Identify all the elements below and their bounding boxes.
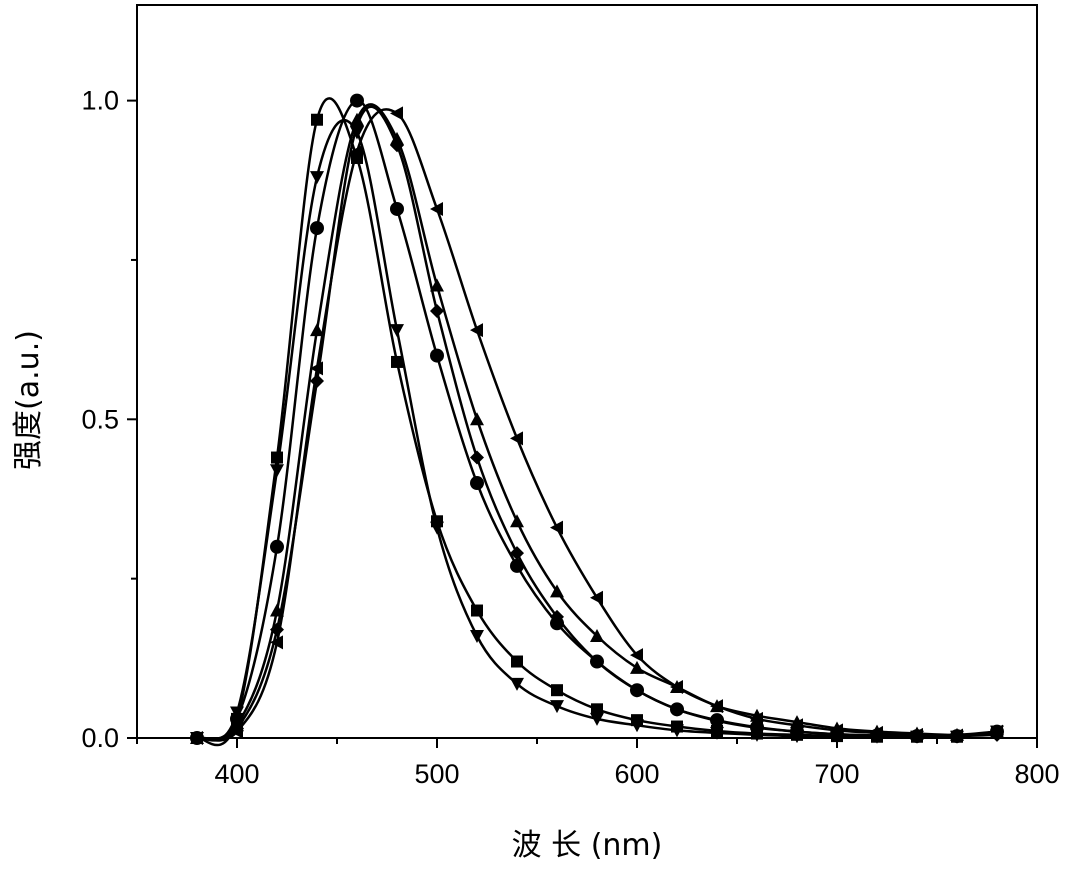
series-line-1 (196, 97, 998, 747)
data-point-triangle-left (470, 323, 483, 338)
data-point-triangle-up (630, 660, 644, 674)
data-point-circle (430, 348, 444, 363)
x-tick-label: 600 (614, 759, 659, 789)
data-point-triangle-down (430, 521, 444, 535)
x-tick-label: 400 (214, 759, 259, 789)
data-point-triangle-left (430, 201, 443, 216)
data-point-diamond (510, 546, 524, 561)
data-point-triangle-down (550, 700, 564, 714)
data-point-square (471, 604, 483, 617)
data-point-triangle-left (190, 731, 203, 745)
data-point-triangle-up (590, 629, 604, 643)
data-point-diamond (670, 702, 684, 717)
x-tick-label: 500 (414, 759, 459, 789)
data-point-triangle-left (630, 648, 643, 663)
data-point-triangle-left (950, 728, 963, 743)
data-point-triangle-up (430, 278, 444, 292)
data-point-triangle-left (270, 635, 283, 650)
axis-ticks: 400 500 600 700 800 0.0 0.5 1.0 (81, 86, 1059, 789)
data-point-triangle-left (670, 680, 683, 695)
data-point-triangle-down (270, 464, 284, 478)
data-point-triangle-left (990, 724, 1003, 739)
data-point-diamond (350, 119, 364, 134)
data-point-circle (470, 476, 484, 491)
y-tick-label: 0.5 (81, 404, 119, 434)
x-tick-label: 800 (1014, 759, 1059, 789)
data-point-triangle-down (670, 724, 684, 738)
data-point-diamond (550, 609, 564, 624)
data-point-triangle-left (510, 431, 523, 446)
data-point-square (551, 684, 563, 697)
data-point-triangle-up (550, 584, 564, 598)
data-point-diamond (390, 138, 404, 153)
series-line-5 (196, 105, 998, 741)
data-point-triangle-left (550, 520, 563, 535)
data-point-circle (350, 93, 364, 108)
data-point-triangle-left (750, 711, 763, 726)
y-tick-label: 0.0 (81, 723, 119, 753)
data-point-triangle-left (790, 718, 803, 733)
data-point-diamond (710, 713, 724, 728)
data-point-triangle-left (310, 361, 323, 376)
data-point-triangle-left (590, 590, 603, 605)
data-point-triangle-down (390, 324, 404, 338)
series-line-4 (196, 103, 998, 741)
data-point-triangle-down (590, 712, 604, 726)
series-line-6 (196, 108, 998, 742)
data-point-circle (310, 221, 324, 236)
x-tick-label: 700 (814, 759, 859, 789)
data-point-square (591, 703, 603, 716)
data-point-triangle-down (510, 677, 524, 691)
data-point-triangle-left (870, 725, 883, 740)
data-point-triangle-left (350, 144, 363, 159)
data-point-triangle-down (470, 630, 484, 644)
data-point-square (511, 655, 523, 668)
data-point-triangle-left (390, 106, 403, 121)
data-point-diamond (590, 654, 604, 669)
data-point-circle (270, 539, 284, 554)
data-point-diamond (470, 450, 484, 465)
series-group (190, 93, 1004, 747)
data-point-triangle-left (910, 727, 923, 742)
series-line-3 (196, 99, 998, 741)
data-point-square (311, 113, 323, 126)
data-point-triangle-down (630, 719, 644, 733)
series-line-2 (196, 119, 998, 742)
y-axis-title: 强度(a.u.) (11, 330, 46, 470)
x-axis-title: 波 长 (nm) (512, 828, 663, 863)
data-point-triangle-left (830, 723, 843, 738)
data-point-triangle-down (310, 171, 324, 185)
data-point-diamond (630, 683, 644, 698)
data-point-square (391, 355, 403, 368)
data-point-triangle-left (710, 699, 723, 714)
data-point-circle (390, 201, 404, 216)
data-point-diamond (430, 303, 444, 318)
data-point-triangle-up (310, 323, 324, 337)
data-point-triangle-left (230, 724, 243, 739)
plot-frame (136, 4, 1038, 739)
data-point-triangle-up (470, 412, 484, 426)
y-tick-label: 1.0 (81, 86, 119, 116)
data-point-triangle-up (510, 514, 524, 528)
data-point-triangle-down (710, 726, 724, 740)
